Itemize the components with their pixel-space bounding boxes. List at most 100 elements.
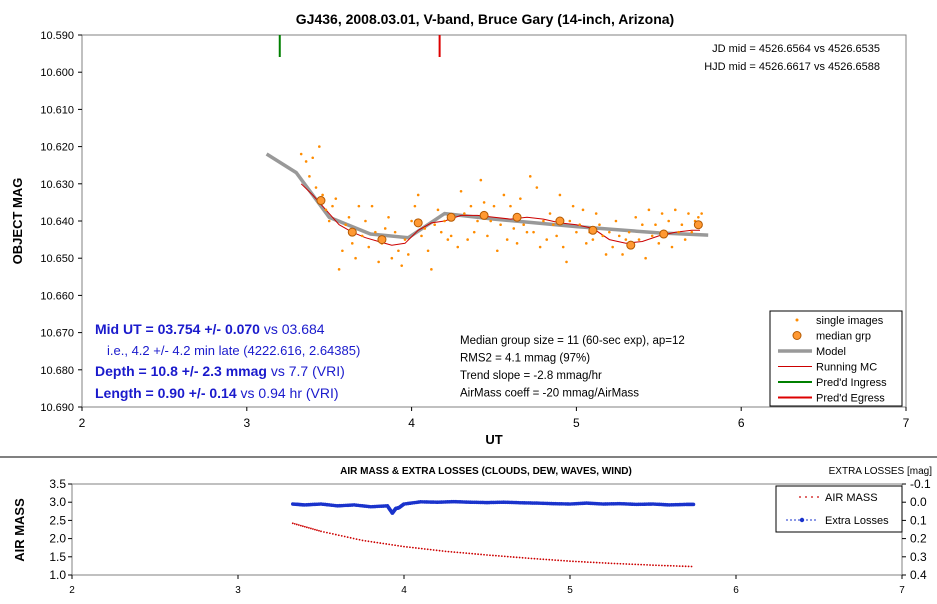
single-image-point: [495, 249, 499, 253]
extra-losses-tick-label: 0.4: [910, 568, 927, 582]
airmass-point: [361, 539, 364, 542]
result-line-comparison: i.e., 4.2 +/- 4.2 min late (4222.616, 2.…: [107, 343, 360, 358]
single-image-point: [433, 223, 436, 227]
single-image-point: [558, 193, 562, 197]
airmass-point: [489, 554, 491, 557]
airmass-point: [301, 525, 304, 528]
main-y-tick-label: 10.690: [40, 402, 74, 414]
airmass-legend-box: [775, 485, 903, 533]
extra-losses-tick-label: 0.2: [910, 532, 927, 546]
airmass-point: [305, 526, 308, 529]
single-image-point: [499, 223, 502, 227]
single-image-point: [407, 253, 410, 256]
single-image-point: [341, 249, 344, 253]
single-image-point: [522, 223, 525, 227]
single-image-point: [578, 223, 581, 227]
airmass-point: [577, 560, 580, 563]
airmass-point: [310, 527, 312, 530]
airmass-point: [367, 540, 370, 543]
single-image-point: [667, 219, 670, 223]
single-image-point: [459, 189, 463, 193]
single-image-point: [505, 238, 509, 241]
median-grp-point: [693, 220, 703, 230]
single-image-point: [683, 238, 687, 241]
single-image-point: [314, 186, 318, 189]
airmass-y-tick-label: 1.0: [49, 568, 66, 582]
single-image-point: [594, 212, 598, 215]
result-line-comparison: vs 7.7 (VRI): [267, 363, 345, 379]
airmass-point: [303, 525, 306, 528]
airmass-point: [649, 564, 651, 566]
airmass-x-tick-label: 6: [733, 585, 739, 596]
airmass-y-tick-label: 3.0: [49, 495, 66, 509]
airmass-point: [355, 538, 358, 541]
single-image-point: [354, 256, 357, 260]
result-line: i.e., 4.2 +/- 4.2 min late (4222.616, 2.…: [107, 343, 360, 358]
single-image-point: [327, 219, 331, 223]
main-y-tick-label: 10.600: [40, 67, 74, 79]
airmass-point: [637, 563, 640, 566]
single-image-point: [357, 204, 361, 208]
airmass-point: [660, 564, 663, 567]
airmass-point: [506, 555, 509, 558]
single-image-point: [347, 215, 351, 219]
airmass-point: [397, 544, 399, 547]
single-image-point: [571, 204, 575, 208]
legend-label: Extra Losses: [825, 515, 889, 527]
airmass-point: [551, 559, 554, 561]
single-image-point: [565, 260, 568, 264]
airmass-legend: AIR MASS Extra Losses: [775, 485, 903, 533]
airmass-point: [379, 542, 382, 544]
airmass-point: [291, 522, 294, 525]
legend-swatch-extra-losses: [799, 517, 805, 523]
airmass-point: [308, 526, 310, 529]
single-image-point: [334, 197, 338, 200]
airmass-x-tick-label: 2: [69, 585, 75, 596]
airmass-point: [394, 544, 397, 547]
airmass-point: [312, 528, 314, 530]
single-image-point: [420, 234, 423, 238]
airmass-point: [459, 551, 462, 554]
airmass-point: [539, 558, 542, 560]
median-grp-point: [377, 235, 387, 245]
extra-losses-tick-label: 0.1: [910, 513, 927, 527]
airmass-point: [406, 546, 408, 548]
airmass-point: [320, 530, 322, 533]
single-image-point: [479, 178, 483, 182]
single-image-point: [393, 230, 397, 234]
single-image-point: [697, 215, 700, 219]
single-image-point: [502, 193, 506, 197]
airmass-point: [598, 561, 601, 564]
main-x-tick-label: 3: [243, 416, 250, 430]
median-grp-point: [659, 229, 669, 239]
airmass-point: [616, 562, 619, 565]
airmass-point: [343, 535, 346, 538]
legend-label: Pred'd Ingress: [816, 377, 887, 389]
single-image-point: [472, 230, 476, 234]
airmass-point: [477, 553, 480, 556]
single-image-point: [364, 219, 367, 223]
main-x-tick-label: 7: [903, 416, 910, 430]
single-image-point: [337, 268, 341, 271]
single-image-point: [423, 227, 427, 230]
median-grp-point: [446, 212, 456, 222]
single-image-point: [299, 152, 303, 156]
airmass-point: [414, 547, 417, 549]
single-image-point: [687, 212, 690, 215]
airmass-point: [622, 562, 625, 565]
single-image-point: [367, 245, 371, 249]
airmass-x-tick-label: 3: [235, 585, 241, 596]
airmass-point: [634, 563, 637, 566]
airmass-point: [690, 565, 693, 568]
airmass-point: [349, 536, 352, 539]
airmass-point: [512, 556, 515, 558]
single-image-point: [476, 219, 479, 223]
single-image-point: [634, 215, 638, 219]
single-image-point: [443, 219, 446, 223]
single-image-point: [552, 223, 555, 227]
airmass-point: [557, 559, 560, 562]
single-image-point: [449, 234, 453, 238]
airmass-point: [669, 564, 672, 567]
airmass-point: [631, 563, 634, 566]
airmass-point: [684, 565, 687, 568]
